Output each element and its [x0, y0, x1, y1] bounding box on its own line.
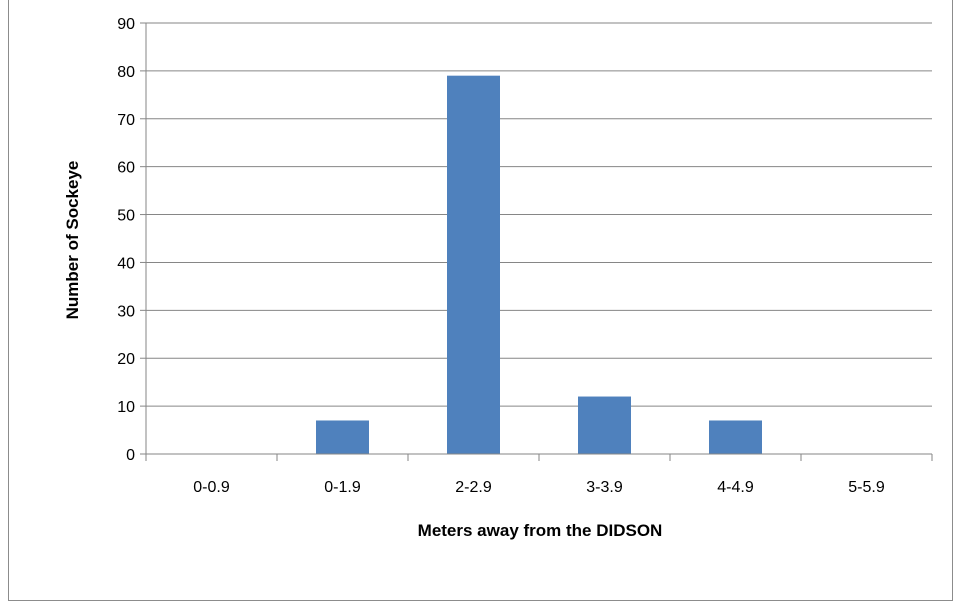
y-tick-label: 0 [126, 447, 135, 464]
x-axis-title: Meters away from the DIDSON [418, 521, 663, 540]
y-axis-title: Number of Sockeye [63, 161, 82, 320]
x-tick-label: 3-3.9 [586, 479, 623, 496]
y-tick-label: 40 [117, 255, 135, 272]
x-tick-label: 2-2.9 [455, 479, 492, 496]
y-tick-labels: 0 10 20 30 40 50 60 70 80 90 [117, 16, 135, 464]
x-tick-label: 5-5.9 [848, 479, 885, 496]
y-tick-label: 20 [117, 351, 135, 368]
y-tick-label: 60 [117, 160, 135, 177]
y-tick-label: 30 [117, 303, 135, 320]
y-tick-label: 50 [117, 208, 135, 225]
gridlines [146, 22, 932, 407]
x-tick-labels: 0-0.9 0-1.9 2-2.9 3-3.9 4-4.9 5-5.9 [193, 479, 885, 496]
y-tick-label: 90 [117, 16, 135, 33]
y-tick-label: 70 [117, 112, 135, 129]
bar-4-4.9 [709, 420, 762, 454]
x-tick-label: 4-4.9 [717, 479, 754, 496]
bar-0-1.9 [316, 420, 369, 454]
axes [140, 22, 933, 461]
x-tick-label: 0-1.9 [324, 479, 361, 496]
y-tick-label: 10 [117, 399, 135, 416]
bar-2-2.9 [447, 75, 500, 454]
bars [316, 75, 762, 454]
bar-3-3.9 [578, 396, 631, 454]
y-tick-label: 80 [117, 64, 135, 81]
x-tick-label: 0-0.9 [193, 479, 230, 496]
